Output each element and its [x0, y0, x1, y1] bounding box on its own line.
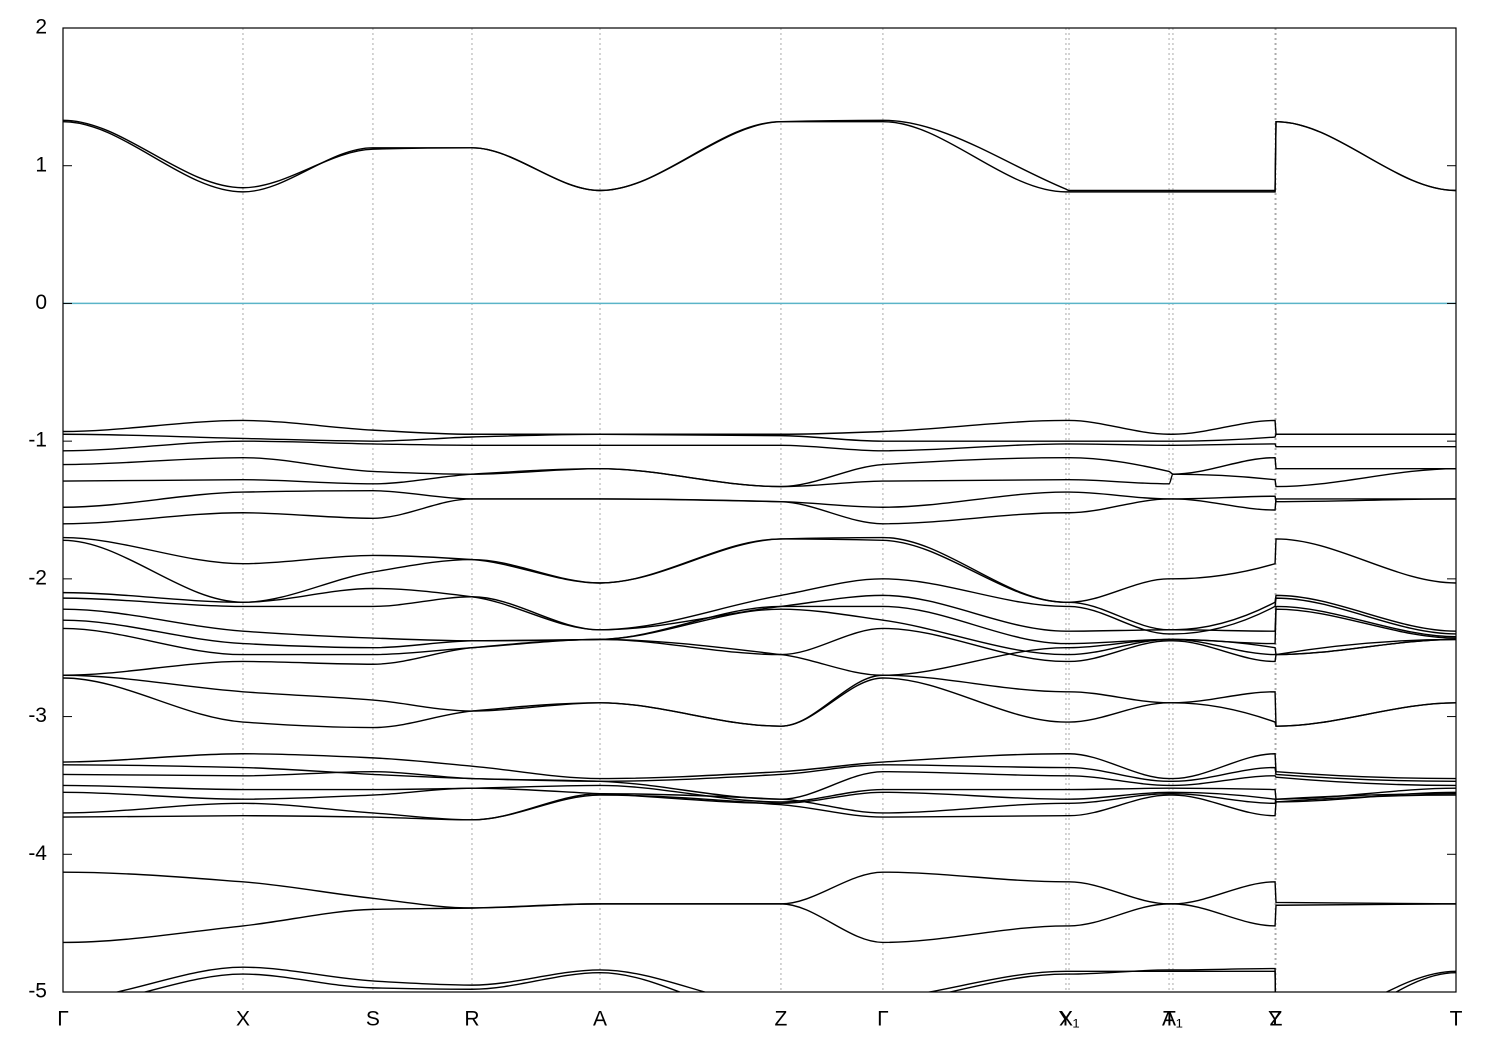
band-line: [63, 794, 1456, 821]
band-line: [63, 120, 1456, 193]
x-tick-label: Z: [1270, 1008, 1283, 1031]
band-line: [63, 784, 1456, 803]
band-line: [142, 967, 1456, 992]
band-line: [63, 903, 1456, 944]
band-line: [63, 498, 1456, 525]
plot-area: [63, 119, 1456, 992]
x-tick-label: Γ: [877, 1008, 889, 1031]
band-line: [63, 792, 1456, 821]
x-tick-label: X: [236, 1008, 250, 1031]
x-tick-label: S: [366, 1008, 380, 1031]
x-tick-label: Y₁: [1058, 1008, 1079, 1031]
x-tick-label: A: [1162, 1008, 1176, 1031]
x-tick-label: A: [593, 1008, 607, 1031]
band-line: [63, 536, 1456, 603]
x-tick-label: X: [1059, 1008, 1073, 1031]
band-line: [63, 638, 1456, 676]
plot-frame: [62, 27, 1457, 993]
band-line: [63, 594, 1456, 638]
band-line: [63, 440, 1456, 452]
x-tick-label: T₁: [1163, 1008, 1183, 1031]
band-line: [63, 608, 1456, 656]
x-tick-label: Γ: [57, 1008, 69, 1031]
y-tick-label: -5: [28, 980, 47, 1003]
band-line: [63, 764, 1456, 782]
y-tick-label: -2: [28, 566, 47, 589]
band-line: [63, 467, 1456, 488]
band-line: [63, 419, 1456, 435]
band-line: [113, 966, 1456, 992]
y-tick-label: 0: [35, 291, 47, 314]
band-line: [63, 119, 1456, 192]
band-line: [63, 456, 1456, 488]
x-tick-label: Y: [1268, 1008, 1282, 1031]
band-line: [63, 627, 1456, 663]
y-tick-label: 1: [35, 153, 47, 176]
y-tick-label: 2: [35, 16, 47, 39]
band-line: [63, 677, 1456, 729]
band-line: [63, 578, 1456, 635]
band-line: [63, 490, 1456, 508]
y-tick-label: -4: [28, 842, 47, 865]
x-tick-label: Z: [775, 1008, 788, 1031]
y-tick-label: -3: [28, 704, 47, 727]
band-line: [63, 871, 1456, 909]
band-line: [63, 433, 1456, 442]
band-line: [63, 753, 1456, 780]
band-line: [63, 770, 1456, 800]
x-tick-label: R: [464, 1008, 479, 1031]
band-line: [63, 787, 1456, 805]
x-tick-label: T: [1450, 1008, 1463, 1031]
band-line: [63, 674, 1456, 727]
y-tick-label: -1: [28, 429, 47, 452]
